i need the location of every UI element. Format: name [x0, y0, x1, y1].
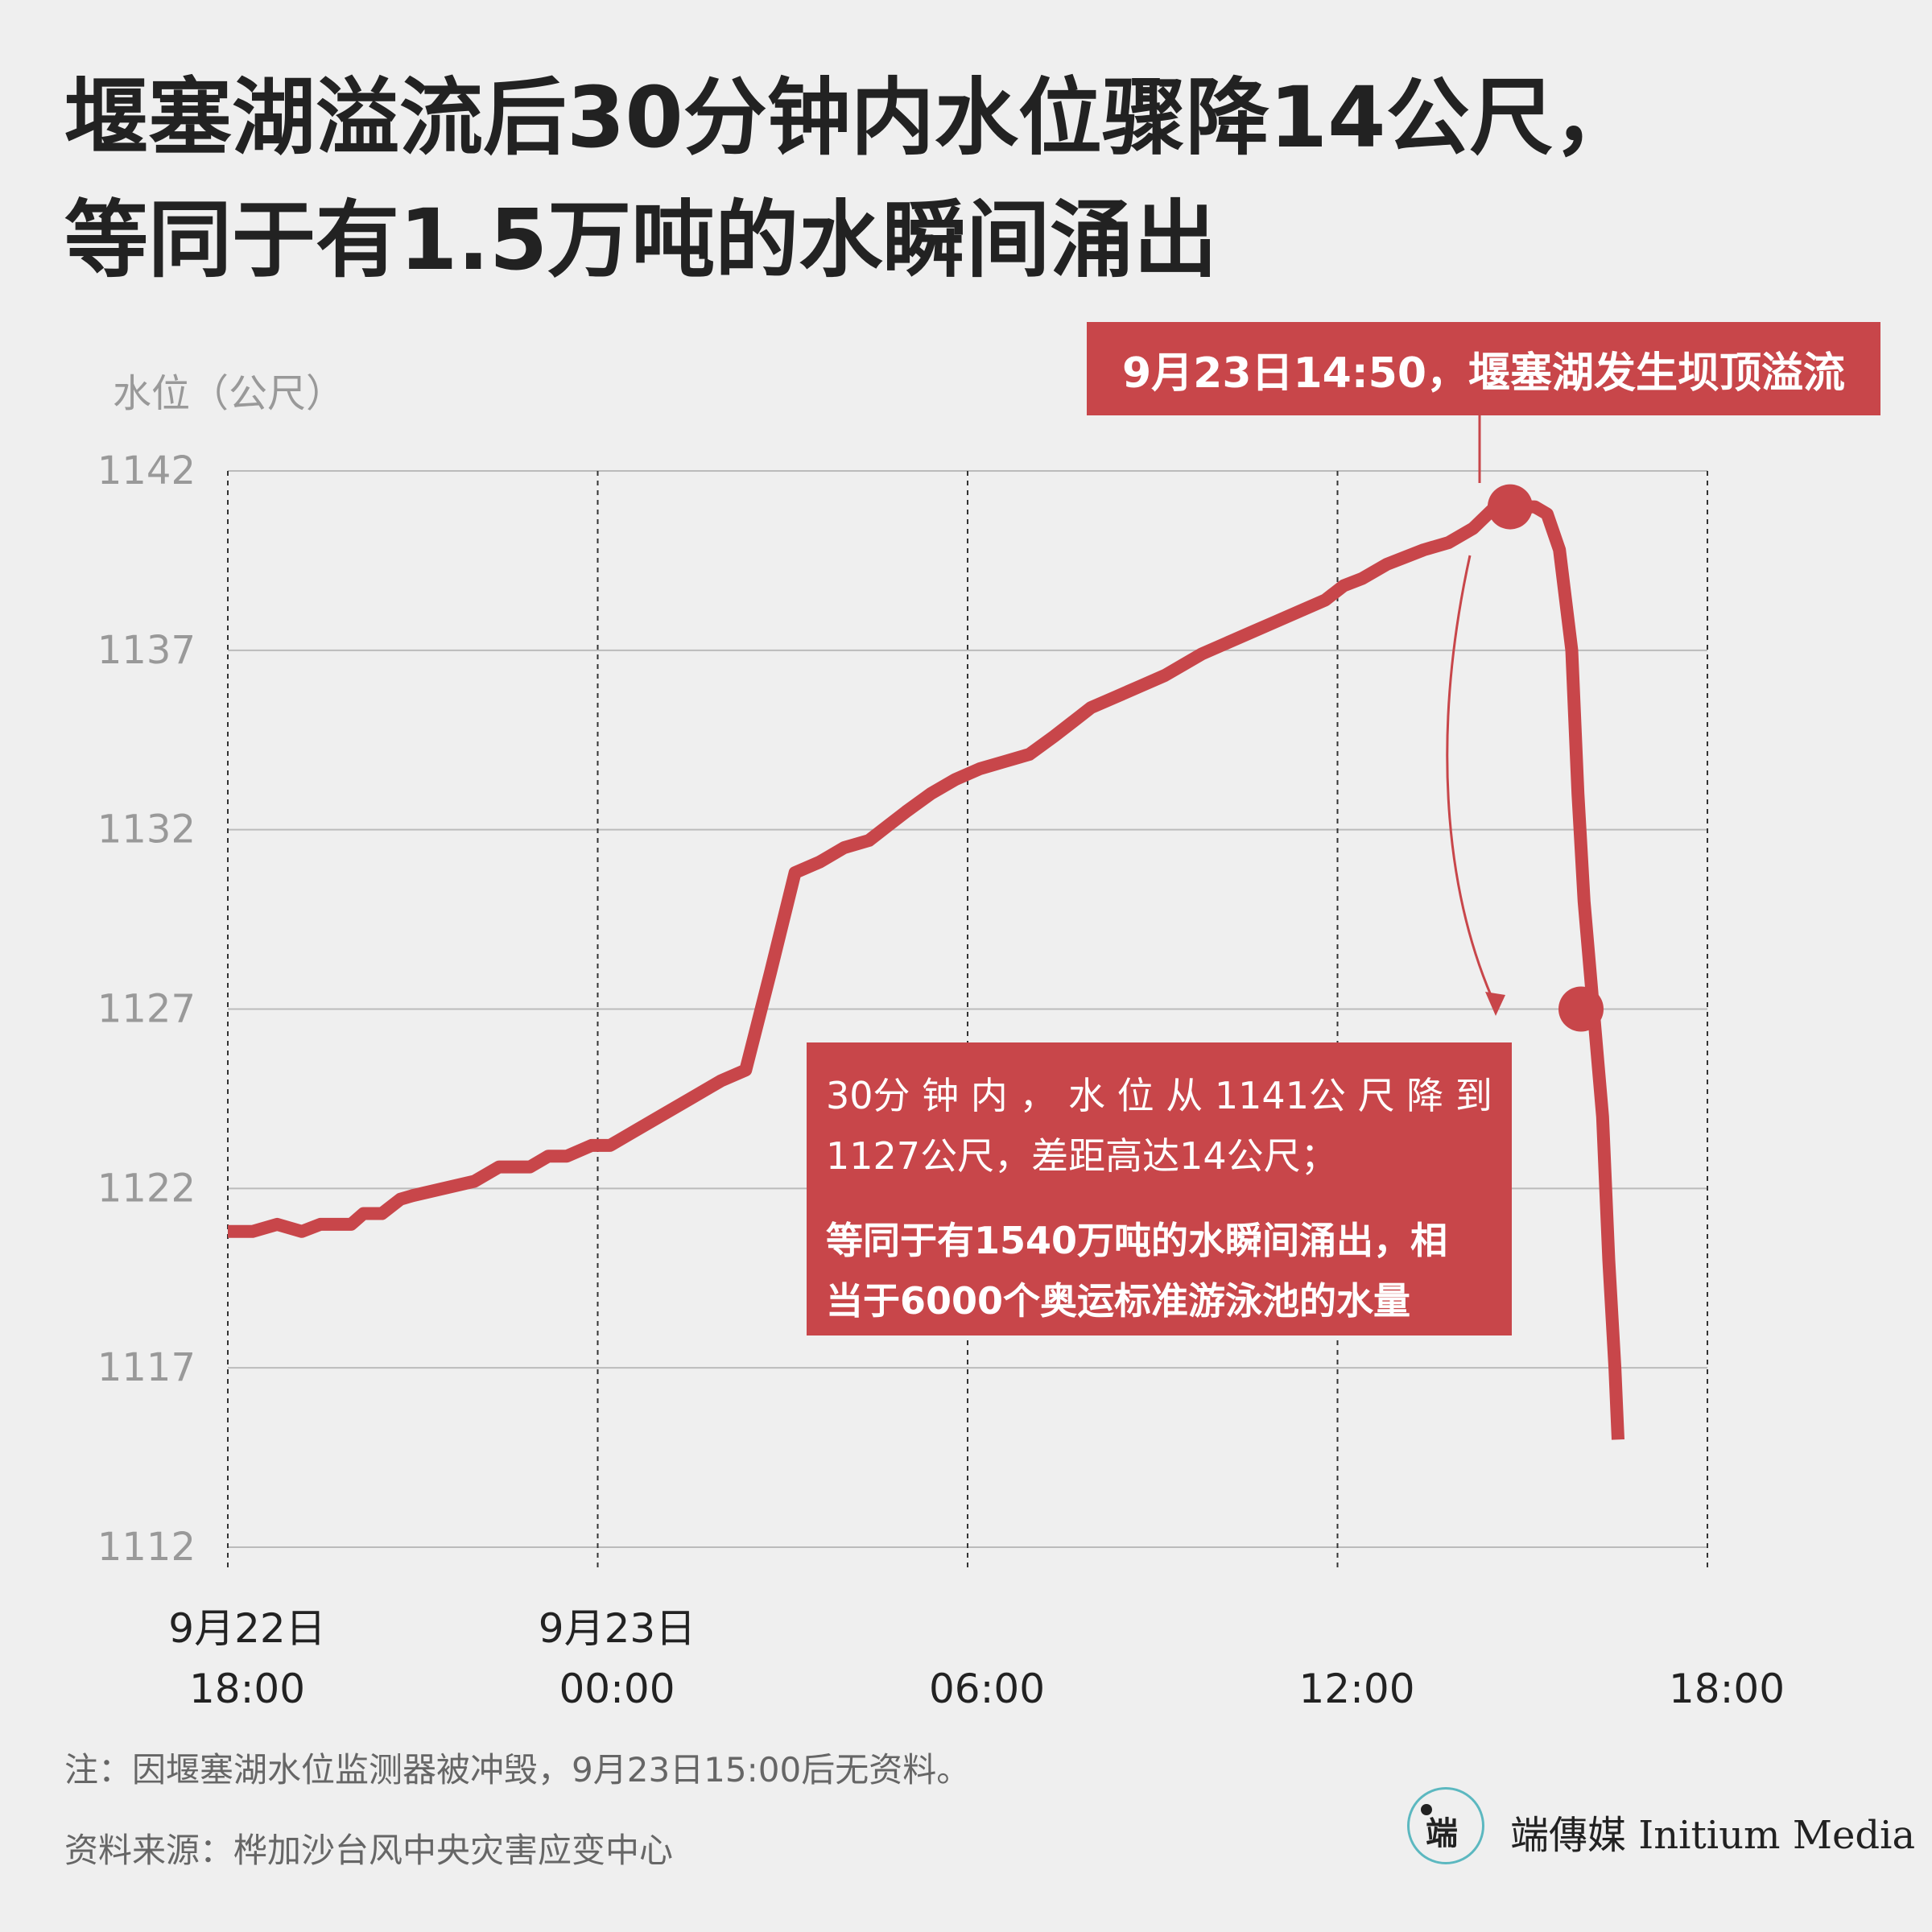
- y-tick-label: 1142: [97, 448, 196, 493]
- peak-annotation: 9月23日14:50，堰塞湖发生坝顶溢流: [1087, 322, 1880, 415]
- water-level-chart: 水位（公尺） 1112 1117 1122 1127 1132 1137 1142 9月22…: [97, 371, 1785, 1712]
- chart-title: 堰塞湖溢流后30分钟内水位骤降14公尺， 等同于有1.5万吨的水瞬间涌出: [64, 56, 1637, 301]
- y-tick-label: 1127: [97, 987, 196, 1032]
- drop-annotation-line-4: 当于6000个奥运标准游泳池的水量: [826, 1279, 1411, 1323]
- y-tick-label: 1122: [97, 1166, 196, 1211]
- x-tick-label-time: 18:00: [1669, 1666, 1785, 1712]
- drop-annotation-line-3: 等同于有1540万吨的水瞬间涌出，相: [826, 1219, 1448, 1262]
- x-tick-label-time: 18:00: [189, 1666, 305, 1712]
- x-axis: 9月22日 18:00 9月23日 00:00 06:00 12:00 18:00: [168, 1605, 1785, 1712]
- y-tick-label: 1137: [97, 628, 196, 673]
- data-point-marker: [1487, 484, 1533, 530]
- drop-annotation-line-2: 1127公尺，差距高达14公尺；: [826, 1134, 1338, 1178]
- drop-annotation-line-1: 30分 钟 内 ， 水 位 从 1141公 尺 降 到: [826, 1074, 1492, 1117]
- data-source: 资料来源：桦加沙台风中央灾害应变中心: [64, 1831, 674, 1870]
- drop-arrow-head: [1485, 992, 1505, 1016]
- x-tick-label-time: 12:00: [1298, 1666, 1414, 1712]
- logo-glyph: 端: [1426, 1815, 1458, 1852]
- x-tick-label-date: 9月23日: [539, 1605, 696, 1652]
- drop-annotation: 30分 钟 内 ， 水 位 从 1141公 尺 降 到 1127公尺，差距高达1…: [807, 1042, 1512, 1335]
- title-line-1: 堰塞湖溢流后30分钟内水位骤降14公尺，: [64, 68, 1637, 167]
- y-tick-label: 1117: [97, 1345, 196, 1390]
- footnote: 注：因堰塞湖水位监测器被冲毁，9月23日15:00后无资料。: [64, 1750, 971, 1790]
- x-tick-label-time: 06:00: [929, 1666, 1045, 1712]
- y-tick-label: 1132: [97, 807, 196, 852]
- x-tick-label-date: 9月22日: [168, 1605, 325, 1652]
- y-axis: 1112 1117 1122 1127 1132 1137 1142: [97, 448, 196, 1570]
- y-axis-label: 水位（公尺）: [113, 371, 345, 416]
- initium-logo-icon: 端: [1407, 1787, 1484, 1864]
- y-tick-label: 1112: [97, 1525, 196, 1570]
- x-tick-label-time: 00:00: [559, 1666, 675, 1712]
- title-line-2: 等同于有1.5万吨的水瞬间涌出: [64, 191, 1218, 289]
- series-layer: [228, 484, 1624, 1440]
- data-point-marker: [1558, 986, 1604, 1032]
- grid-layer: [227, 470, 1708, 1571]
- drop-arrow: [1446, 555, 1497, 1007]
- brand-name: 端傳媒 Initium Media: [1510, 1813, 1916, 1858]
